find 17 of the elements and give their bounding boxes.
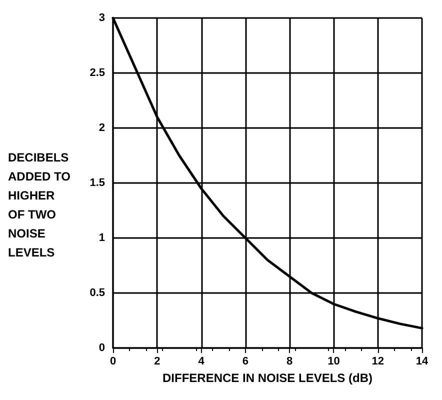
x-tick-label: 12: [372, 356, 384, 368]
y-tick-label: 2: [98, 122, 105, 134]
y-axis-title: DECIBELS ADDED TO HIGHER OF TWO NOISE LEVELS: [8, 150, 70, 260]
y-tick-label: 1: [98, 232, 105, 244]
x-tick-label: 0: [110, 356, 116, 368]
y-tick-label: 0.5: [90, 287, 105, 299]
x-axis-title: DIFFERENCE IN NOISE LEVELS (dB): [162, 370, 373, 385]
y-tick-label: 3: [98, 12, 105, 24]
x-tick-label: 4: [198, 356, 206, 368]
x-tick-label: 14: [416, 356, 429, 368]
x-tick-label: 2: [154, 356, 160, 368]
y-tick-label: 2.5: [90, 67, 105, 79]
x-tick-label: 8: [286, 356, 293, 368]
y-tick-label: 0: [98, 342, 105, 354]
x-tick-label: 10: [328, 356, 340, 368]
y-tick-label: 1.5: [90, 177, 105, 189]
x-tick-label: 6: [242, 356, 248, 368]
